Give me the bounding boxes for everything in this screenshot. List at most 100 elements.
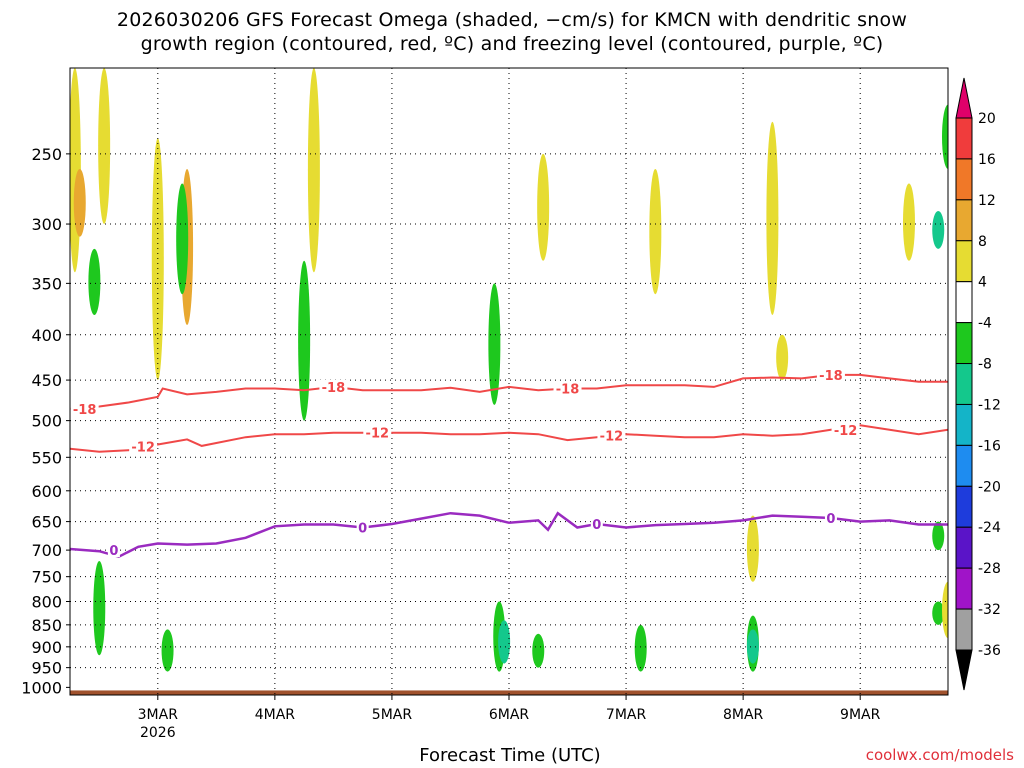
colorbar-swatch xyxy=(955,444,973,487)
contour-lines xyxy=(70,373,948,559)
colorbar-swatch xyxy=(955,281,973,324)
chart-title-line1: 2026030206 GFS Forecast Omega (shaded, −… xyxy=(116,9,908,31)
x-axis: 3MAR 4MAR 5MAR 6MAR 7MAR 8MAR 9MAR 2026 xyxy=(138,695,881,741)
omega-shade-cell xyxy=(161,629,174,672)
colorbar-label: -16 xyxy=(978,438,1001,454)
contour-label: -12 xyxy=(131,441,155,456)
y-tick-label: 550 xyxy=(31,448,62,467)
colorbar-swatch xyxy=(955,117,973,160)
contour-label-bg xyxy=(363,425,392,440)
ground-layer xyxy=(70,690,948,695)
x-axis-title: Forecast Time (UTC) xyxy=(419,745,601,766)
contour-label: -18 xyxy=(819,369,843,384)
y-tick-label: 300 xyxy=(31,215,62,234)
contour-label: -18 xyxy=(556,383,580,398)
y-tick-label: 950 xyxy=(31,659,62,678)
x-tick-label: 5MAR xyxy=(372,707,413,723)
colorbar-label: -36 xyxy=(978,643,1001,659)
y-tick-label: 600 xyxy=(31,482,62,501)
omega-shade-cell xyxy=(942,581,948,639)
contour-label: -12 xyxy=(834,424,858,439)
omega-shade-cell xyxy=(488,283,501,405)
y-axis: 250 300 350 400 450 500 550 600 650 700 750 800 850 9… xyxy=(21,145,70,697)
omega-shade-cell xyxy=(634,624,647,672)
omega-shade-cell xyxy=(649,168,662,295)
y-tick-label: 450 xyxy=(31,371,62,390)
contour-label: -12 xyxy=(600,430,624,445)
x-tick-year-label: 2026 xyxy=(140,725,176,741)
colorbar-swatch xyxy=(955,363,973,405)
colorbar-label: 20 xyxy=(978,111,996,127)
contour-label-bg xyxy=(590,516,603,531)
y-tick-label: 400 xyxy=(31,326,62,345)
contour-label-bg xyxy=(597,428,626,443)
colorbar-label: -32 xyxy=(978,602,1001,618)
colorbar-swatch xyxy=(955,322,973,365)
colorbar-label: -24 xyxy=(978,520,1001,536)
colorbar-label: 4 xyxy=(978,275,987,291)
omega-shade-cell xyxy=(93,560,106,656)
ground-fill xyxy=(70,690,948,695)
x-tick-label: 4MAR xyxy=(255,707,296,723)
omega-shade-cell xyxy=(746,515,759,582)
omega-shade-cell xyxy=(902,183,915,261)
colorbar-label: -28 xyxy=(978,561,1001,577)
omega-shade-cell xyxy=(498,620,511,664)
contour-label: 0 xyxy=(826,512,835,527)
credit-text: coolwx.com/models xyxy=(865,746,1014,764)
x-tick-label: 9MAR xyxy=(840,707,881,723)
y-tick-label: 900 xyxy=(31,638,62,657)
contour-label-bg xyxy=(824,511,837,526)
colorbar-label: -20 xyxy=(978,479,1001,495)
grid-lines xyxy=(70,68,948,695)
colorbar-label: -12 xyxy=(978,397,1001,413)
contour-labels: -18 -18 -18 -18 -12 -12 -12 -12 0 0 0 0 xyxy=(70,367,860,559)
omega-shade-cell xyxy=(88,248,101,316)
colorbar-label: 12 xyxy=(978,193,996,209)
contour-label-bg xyxy=(816,367,845,382)
omega-shade-cell xyxy=(776,334,789,381)
x-tick-label: 8MAR xyxy=(723,707,764,723)
y-tick-label: 500 xyxy=(31,412,62,431)
y-tick-label: 250 xyxy=(31,145,62,164)
omega-shade-cell xyxy=(746,629,759,664)
omega-shade-cell xyxy=(942,104,948,169)
omega-shade-cell xyxy=(932,210,945,249)
contour-label: -18 xyxy=(322,381,346,396)
omega-shade-cell xyxy=(98,68,111,225)
y-tick-label: 650 xyxy=(31,513,62,532)
colorbar-swatch xyxy=(955,158,973,201)
colorbar-swatch xyxy=(955,199,973,242)
omega-shade-cell xyxy=(932,521,945,551)
contour-label-bg xyxy=(356,520,369,535)
y-tick-label: 350 xyxy=(31,274,62,293)
y-tick-label: 800 xyxy=(31,593,62,612)
y-tick-label: 750 xyxy=(31,568,62,587)
colorbar-swatch xyxy=(955,485,973,528)
omega-shade-cell xyxy=(73,168,86,237)
x-tick-label: 6MAR xyxy=(489,707,530,723)
contour-label-bg xyxy=(107,543,120,558)
colorbar-swatch xyxy=(955,403,973,446)
colorbar-swatch xyxy=(955,608,973,651)
y-tick-label: 1000 xyxy=(21,678,62,697)
colorbar-label: 8 xyxy=(978,234,987,250)
colorbar-top-triangle xyxy=(955,77,973,119)
plot-frame xyxy=(69,67,949,696)
chart-title-line2: growth region (contoured, red, ºC) and f… xyxy=(140,33,884,55)
omega-shade-cell xyxy=(766,121,779,316)
colorbar-label: 16 xyxy=(978,152,996,168)
chart-title: 2026030206 GFS Forecast Omega (shaded, −… xyxy=(0,8,1024,56)
contour-label: 0 xyxy=(592,518,601,533)
omega-shade-cell xyxy=(537,153,550,261)
contour-line-m12 xyxy=(70,424,948,453)
contour-label: -12 xyxy=(366,427,390,442)
contour-label-bg xyxy=(70,401,99,416)
omega-shade-cell xyxy=(532,633,545,668)
colorbar-label: -4 xyxy=(978,316,992,332)
x-tick-label: 3MAR xyxy=(138,707,179,723)
contour-line-0 xyxy=(70,511,948,559)
contour-label-bg xyxy=(319,379,348,394)
contour-label-bg xyxy=(831,422,860,437)
